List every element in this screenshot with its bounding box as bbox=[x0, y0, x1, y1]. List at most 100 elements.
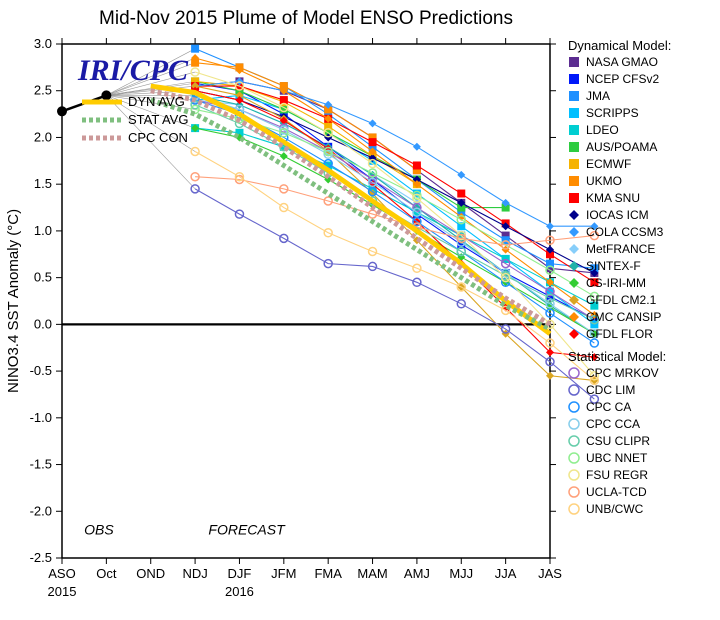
avg-legend-label: CPC CON bbox=[128, 130, 188, 145]
legend-item: NCEP CFSv2 bbox=[586, 72, 659, 86]
x-tick-label: Oct bbox=[96, 566, 117, 581]
x-tick-label: JJA bbox=[495, 566, 517, 581]
legend-item: CPC MRKOV bbox=[586, 366, 659, 380]
stat-model-line bbox=[195, 100, 594, 320]
y-tick-label: 0.5 bbox=[34, 270, 52, 285]
stat-model-line bbox=[195, 100, 594, 343]
legend-marker bbox=[569, 193, 579, 203]
x-tick-label: MAM bbox=[357, 566, 387, 581]
legend-marker bbox=[569, 91, 579, 101]
dyn-model-marker bbox=[369, 119, 377, 127]
dyn-model-marker bbox=[546, 222, 554, 230]
avg-legend-label: DYN AVG bbox=[128, 94, 185, 109]
obs-marker bbox=[101, 90, 111, 100]
legend-item: CPC CA bbox=[586, 400, 631, 414]
legend-item: SCRIPPS bbox=[586, 106, 639, 120]
dyn-model-marker bbox=[369, 138, 377, 146]
legend-marker bbox=[569, 312, 579, 322]
legend-marker bbox=[569, 159, 579, 169]
stat-model-line bbox=[195, 151, 594, 380]
x-tick-label: DJF bbox=[228, 566, 252, 581]
legend-marker bbox=[569, 436, 579, 446]
obs-marker bbox=[57, 106, 67, 116]
legend-item: SINTEX-F bbox=[586, 259, 641, 273]
dyn-model-marker bbox=[413, 143, 421, 151]
x-tick-label: NDJ bbox=[182, 566, 207, 581]
x-sub-label: 2016 bbox=[225, 584, 254, 599]
y-axis-label: NINO3.4 SST Anomaly (°C) bbox=[5, 209, 22, 393]
legend-marker bbox=[569, 108, 579, 118]
legend-item: AUS/POAMA bbox=[586, 140, 657, 154]
y-tick-label: 2.5 bbox=[34, 83, 52, 98]
legend-marker bbox=[569, 227, 579, 237]
dyn-model-marker bbox=[413, 161, 421, 169]
x-tick-label: OND bbox=[136, 566, 165, 581]
y-tick-label: -0.5 bbox=[30, 363, 52, 378]
chart-container: Mid-Nov 2015 Plume of Model ENSO Predict… bbox=[0, 0, 720, 620]
stat-model-line bbox=[195, 105, 594, 320]
legend-item: CS-IRI-MM bbox=[586, 276, 646, 290]
legend-item: CPC CCA bbox=[586, 417, 640, 431]
y-tick-label: 3.0 bbox=[34, 36, 52, 51]
dyn-model-marker bbox=[457, 171, 465, 179]
legend-marker bbox=[569, 385, 579, 395]
legend-item: CSU CLIPR bbox=[586, 434, 650, 448]
legend-item: LDEO bbox=[586, 123, 619, 137]
x-tick-label: JAS bbox=[538, 566, 562, 581]
avg-legend-label: STAT AVG bbox=[128, 112, 188, 127]
legend-item: KMA SNU bbox=[586, 191, 640, 205]
avg-line bbox=[151, 100, 550, 329]
legend-marker bbox=[569, 487, 579, 497]
x-tick-label: JFM bbox=[271, 566, 296, 581]
legend-item: JMA bbox=[586, 89, 610, 103]
y-tick-label: -1.5 bbox=[30, 457, 52, 472]
y-tick-label: -2.5 bbox=[30, 550, 52, 565]
y-tick-label: -1.0 bbox=[30, 410, 52, 425]
dyn-model-line bbox=[195, 91, 594, 273]
legend-marker bbox=[569, 125, 579, 135]
legend-item: GFDL FLOR bbox=[586, 327, 653, 341]
legend-header-dynamical: Dynamical Model: bbox=[568, 38, 671, 53]
y-tick-label: 0.0 bbox=[34, 316, 52, 331]
dyn-model-marker bbox=[191, 45, 199, 53]
legend-item: IOCAS ICM bbox=[586, 208, 649, 222]
legend-item: ECMWF bbox=[586, 157, 631, 171]
forecast-label: FORECAST bbox=[208, 522, 286, 538]
y-tick-label: 2.0 bbox=[34, 129, 52, 144]
x-tick-label: ASO bbox=[48, 566, 75, 581]
x-sub-label: 2015 bbox=[48, 584, 77, 599]
legend-marker bbox=[569, 57, 579, 67]
obs-label: OBS bbox=[84, 522, 114, 538]
x-tick-label: MJJ bbox=[449, 566, 473, 581]
dyn-model-line bbox=[195, 58, 594, 315]
y-tick-label: 1.5 bbox=[34, 176, 52, 191]
legend-item: CDC LIM bbox=[586, 383, 635, 397]
legend-item: FSU REGR bbox=[586, 468, 648, 482]
legend-marker bbox=[569, 261, 579, 271]
legend-item: UCLA-TCD bbox=[586, 485, 647, 499]
legend-item: UKMO bbox=[586, 174, 622, 188]
legend-marker bbox=[569, 402, 579, 412]
legend-item: CMC CANSIP bbox=[586, 310, 661, 324]
legend-item: UBC NNET bbox=[586, 451, 648, 465]
legend-marker bbox=[569, 470, 579, 480]
legend-marker bbox=[569, 244, 579, 254]
y-tick-label: 1.0 bbox=[34, 223, 52, 238]
legend-marker bbox=[569, 368, 579, 378]
legend-header-statistical: Statistical Model: bbox=[568, 349, 666, 364]
legend-marker bbox=[569, 142, 579, 152]
x-tick-label: FMA bbox=[314, 566, 342, 581]
legend-item: GFDL CM2.1 bbox=[586, 293, 657, 307]
chart-title: Mid-Nov 2015 Plume of Model ENSO Predict… bbox=[99, 8, 513, 29]
logo-text: IRI/CPC bbox=[77, 54, 189, 87]
legend-item: MetFRANCE bbox=[586, 242, 655, 256]
legend-item: UNB/CWC bbox=[586, 502, 644, 516]
legend-marker bbox=[569, 504, 579, 514]
dyn-model-marker bbox=[280, 152, 288, 160]
dyn-model-line bbox=[195, 83, 594, 319]
legend-item: NASA GMAO bbox=[586, 55, 658, 69]
y-tick-label: -2.0 bbox=[30, 503, 52, 518]
legend-marker bbox=[569, 453, 579, 463]
dyn-model-marker bbox=[457, 190, 465, 198]
legend-marker bbox=[569, 210, 579, 220]
